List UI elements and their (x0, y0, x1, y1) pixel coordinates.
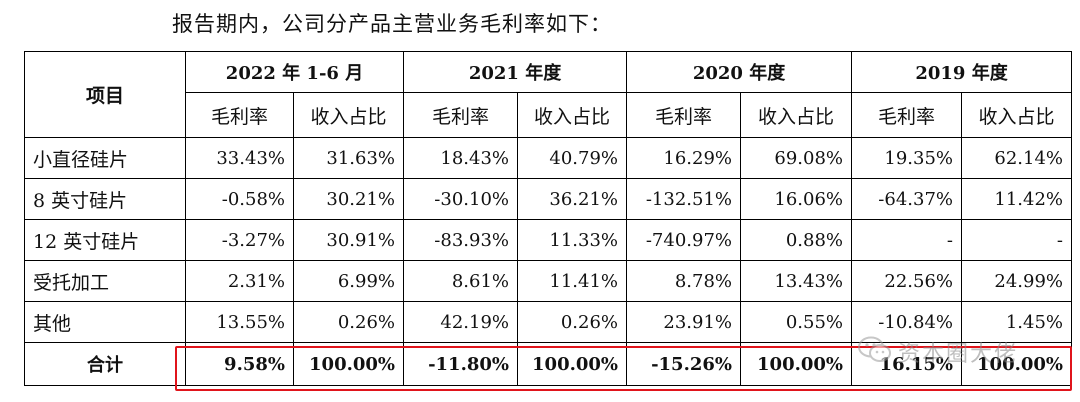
table-cell: 62.14% (961, 137, 1073, 179)
table-cell: -132.51% (626, 178, 742, 220)
table-cell: -10.84% (851, 301, 963, 343)
table-cell: 16.06% (740, 178, 853, 220)
table-cell: -64.37% (851, 178, 963, 220)
table-cell: 19.35% (851, 137, 963, 179)
table-cell: 2.31% (185, 260, 294, 302)
total-cell: 100.00% (517, 342, 628, 386)
total-cell: 16.15% (851, 342, 963, 386)
subheader-revenue-share: 收入占比 (517, 92, 628, 138)
subheader-gross-margin: 毛利率 (185, 92, 294, 138)
header-period-2020: 2020 年度 (626, 51, 853, 93)
row-label: 其他 (24, 301, 186, 343)
table-cell: -740.97% (626, 219, 742, 261)
subheader-gross-margin: 毛利率 (403, 92, 519, 138)
table-cell: - (961, 219, 1073, 261)
table-cell: -0.58% (185, 178, 294, 220)
table-cell: - (851, 219, 963, 261)
row-label: 12 英寸硅片 (24, 219, 186, 261)
intro-paragraph: 报告期内，公司分产品主营业务毛利率如下： (172, 12, 612, 36)
header-period-2022h1: 2022 年 1-6 月 (184, 51, 405, 93)
table-cell: 13.55% (185, 301, 294, 343)
total-row: 合计 9.58% 100.00% -11.80% 100.00% -15.26%… (24, 342, 1073, 386)
subheader-gross-margin: 毛利率 (626, 92, 742, 138)
total-cell: 100.00% (740, 342, 853, 386)
table-cell: 24.99% (961, 260, 1073, 302)
table-cell: -83.93% (403, 219, 519, 261)
table-cell: 69.08% (740, 137, 853, 179)
total-cell: 9.58% (185, 342, 294, 386)
gross-margin-table: 项目 2022 年 1-6 月 2021 年度 2020 年度 2019 年度 … (24, 51, 1073, 386)
table-cell: 33.43% (185, 137, 294, 179)
table-cell: 1.45% (961, 301, 1073, 343)
table-cell: 22.56% (851, 260, 963, 302)
table-row: 其他 13.55% 0.26% 42.19% 0.26% 23.91% 0.55… (24, 301, 1073, 343)
table-cell: -3.27% (185, 219, 294, 261)
header-period-2021: 2021 年度 (403, 51, 628, 93)
table-cell: 11.41% (517, 260, 628, 302)
row-label: 受托加工 (24, 260, 186, 302)
table-cell: 13.43% (740, 260, 853, 302)
header-item: 项目 (24, 51, 186, 138)
table-cell: 8.61% (403, 260, 519, 302)
total-label: 合计 (24, 342, 186, 386)
table-row: 受托加工 2.31% 6.99% 8.61% 11.41% 8.78% 13.4… (24, 260, 1073, 302)
total-cell: 100.00% (292, 342, 405, 386)
table-cell: 0.88% (740, 219, 853, 261)
table-cell: 11.42% (961, 178, 1073, 220)
table-cell: 0.26% (517, 301, 628, 343)
table-cell: 0.55% (740, 301, 853, 343)
subheader-revenue-share: 收入占比 (961, 92, 1073, 138)
subheader-revenue-share: 收入占比 (740, 92, 853, 138)
subheader-gross-margin: 毛利率 (851, 92, 963, 138)
table-cell: 16.29% (626, 137, 742, 179)
table-cell: 31.63% (292, 137, 405, 179)
table-cell: 23.91% (626, 301, 742, 343)
total-cell: -15.26% (626, 342, 742, 386)
table-cell: -30.10% (403, 178, 519, 220)
row-label: 8 英寸硅片 (24, 178, 186, 220)
table-cell: 18.43% (403, 137, 519, 179)
table-cell: 30.21% (292, 178, 405, 220)
table-cell: 40.79% (517, 137, 628, 179)
subheader-revenue-share: 收入占比 (292, 92, 405, 138)
table-cell: 6.99% (292, 260, 405, 302)
table-cell: 11.33% (517, 219, 628, 261)
table-cell: 8.78% (626, 260, 742, 302)
header-period-2019: 2019 年度 (851, 51, 1073, 93)
table-cell: 36.21% (517, 178, 628, 220)
total-cell: 100.00% (961, 342, 1073, 386)
table-cell: 0.26% (292, 301, 405, 343)
table-row: 12 英寸硅片 -3.27% 30.91% -83.93% 11.33% -74… (24, 219, 1073, 261)
row-label: 小直径硅片 (24, 137, 186, 179)
table-cell: 30.91% (292, 219, 405, 261)
table-cell: 42.19% (403, 301, 519, 343)
table-row: 小直径硅片 33.43% 31.63% 18.43% 40.79% 16.29%… (24, 137, 1073, 179)
table-row: 8 英寸硅片 -0.58% 30.21% -30.10% 36.21% -132… (24, 178, 1073, 220)
total-cell: -11.80% (403, 342, 519, 386)
